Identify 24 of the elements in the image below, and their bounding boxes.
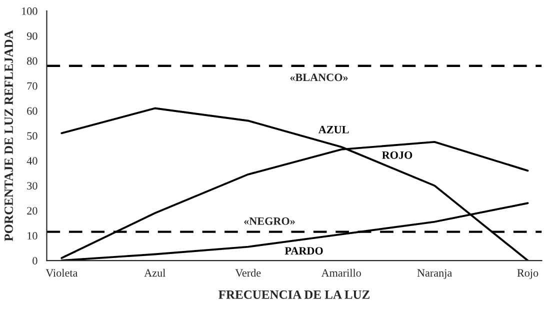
y-tick-label: 50 [27,132,38,140]
x-tick-label: Rojo [517,269,538,279]
y-tick-label: 60 [27,107,38,115]
y-tick-label: 70 [27,82,38,90]
series-label: PARDO [284,247,323,255]
series-label: AZUL [318,126,349,134]
y-tick-label: 0 [32,256,38,264]
x-axis-title: FRECUENCIA DE LA LUZ [218,290,370,299]
x-tick-label: Naranja [417,269,452,279]
y-tick-label: 10 [28,232,38,240]
x-tick-label: Amarillo [321,268,361,277]
y-tick-label: 20 [27,207,38,215]
x-tick-label: Azul [144,268,166,277]
y-axis-title: PORCENTAJE DE LUZ REFLEJADA [4,30,13,242]
x-tick-label: Verde [235,268,261,277]
ref-line-label: «NEGRO» [244,217,295,225]
y-tick-label: 100 [22,7,38,15]
series-label: ROJO [382,151,412,159]
y-tick-label: 80 [27,57,38,65]
y-tick-label: 40 [26,157,38,165]
y-tick-label: 90 [26,32,38,40]
ref-line-label: «BLANCO» [290,74,348,82]
x-tick-label: Violeta [46,268,78,277]
y-tick-label: 30 [27,182,38,190]
